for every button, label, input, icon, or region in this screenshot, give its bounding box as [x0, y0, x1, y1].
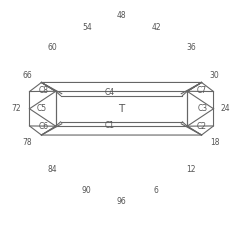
Text: C6: C6	[39, 122, 49, 131]
Text: T: T	[118, 104, 125, 114]
Text: C2: C2	[197, 122, 207, 131]
Text: 18: 18	[210, 138, 219, 147]
Text: 36: 36	[186, 43, 196, 52]
Text: C1: C1	[104, 121, 114, 130]
Text: 54: 54	[82, 23, 92, 32]
Text: C4: C4	[104, 87, 115, 97]
Text: C8: C8	[39, 86, 49, 95]
Text: 84: 84	[47, 165, 57, 174]
Text: 90: 90	[82, 185, 92, 195]
Text: 72: 72	[11, 104, 21, 113]
Text: 96: 96	[117, 197, 126, 206]
Text: 24: 24	[221, 104, 230, 113]
Text: 66: 66	[22, 71, 32, 80]
Text: 6: 6	[154, 185, 159, 195]
Text: 78: 78	[22, 138, 32, 147]
Text: 12: 12	[186, 165, 196, 174]
Text: 42: 42	[151, 23, 161, 32]
Text: 48: 48	[117, 11, 126, 20]
Text: 60: 60	[47, 43, 57, 52]
Text: C7: C7	[197, 86, 207, 95]
Text: C5: C5	[36, 104, 46, 113]
Text: 30: 30	[210, 71, 220, 80]
Text: C3: C3	[197, 104, 207, 113]
